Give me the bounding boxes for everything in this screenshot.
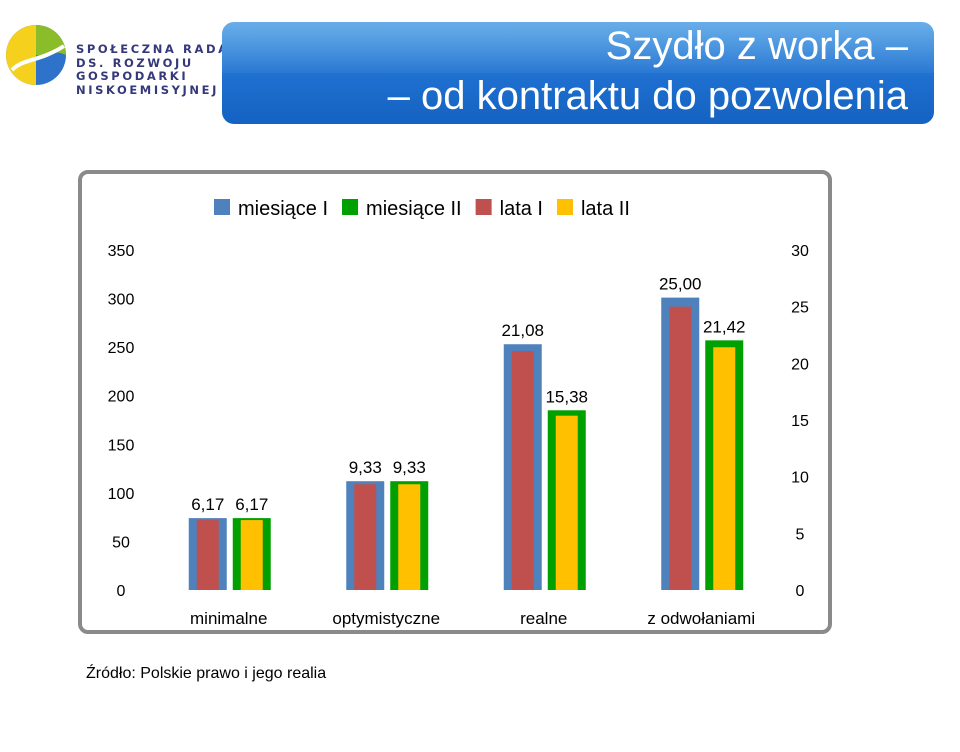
legend-swatch bbox=[475, 199, 492, 215]
right-axis-tick-label: 20 bbox=[791, 356, 809, 373]
logo: SPOŁECZNA RADA DS. ROZWOJU GOSPODARKI NI… bbox=[4, 18, 227, 98]
left-axis-tick-label: 250 bbox=[108, 340, 135, 357]
bar-lata-i bbox=[354, 484, 377, 590]
right-axis-tick-label: 5 bbox=[796, 526, 805, 543]
right-axis-tick-label: 0 bbox=[796, 583, 805, 600]
left-axis-tick-label: 350 bbox=[108, 243, 135, 260]
left-axis-tick-label: 300 bbox=[108, 292, 135, 309]
legend-label: lata I bbox=[500, 198, 543, 220]
data-label: 6,17 bbox=[191, 495, 224, 514]
logo-line: NISKOEMISYJNEJ bbox=[76, 82, 219, 97]
legend-swatch bbox=[556, 199, 573, 215]
data-label: 21,08 bbox=[501, 321, 544, 340]
right-axis-tick-label: 15 bbox=[791, 413, 809, 430]
right-axis-tick-label: 10 bbox=[791, 470, 809, 487]
legend-label: miesiące II bbox=[366, 198, 462, 220]
legend-label: lata II bbox=[581, 198, 630, 220]
logo-text: SPOŁECZNA RADA DS. ROZWOJU GOSPODARKI NI… bbox=[76, 42, 230, 97]
data-label: 25,00 bbox=[659, 275, 702, 294]
bar-lata-ii bbox=[713, 347, 736, 590]
data-label: 6,17 bbox=[235, 495, 268, 514]
data-label: 21,42 bbox=[703, 317, 746, 336]
data-label: 9,33 bbox=[349, 458, 382, 477]
bar-lata-i bbox=[669, 306, 692, 590]
source-note: Źródło: Polskie prawo i jego realia bbox=[86, 665, 327, 682]
logo-line: DS. ROZWOJU bbox=[76, 55, 194, 70]
title-banner: Szydło z worka – – od kontraktu do pozwo… bbox=[222, 22, 934, 124]
slide-title-line-1: Szydło z worka – bbox=[605, 24, 908, 68]
slide-title-line-2: – od kontraktu do pozwolenia bbox=[387, 74, 908, 118]
category-label: optymistyczne bbox=[332, 609, 440, 628]
bar-lata-ii bbox=[240, 520, 263, 590]
data-label: 15,38 bbox=[545, 387, 588, 406]
logo-line: SPOŁECZNA RADA bbox=[76, 42, 230, 56]
bar-lata-ii bbox=[555, 415, 578, 590]
bar-lata-ii bbox=[398, 484, 421, 590]
left-axis-tick-label: 100 bbox=[108, 486, 135, 503]
logo-line: GOSPODARKI bbox=[76, 69, 189, 83]
bar-lata-i bbox=[196, 520, 219, 590]
legend-swatch bbox=[342, 199, 359, 215]
category-label: z odwołaniami bbox=[647, 609, 755, 628]
left-axis-tick-label: 150 bbox=[108, 437, 135, 454]
right-axis-tick-label: 30 bbox=[791, 243, 809, 260]
right-axis-tick-label: 25 bbox=[791, 300, 809, 317]
left-axis-tick-label: 200 bbox=[108, 389, 135, 406]
legend-label: miesiące I bbox=[238, 198, 328, 220]
category-label: realne bbox=[520, 609, 567, 628]
left-axis-tick-label: 0 bbox=[117, 583, 126, 600]
logo-emblem-icon bbox=[6, 25, 66, 85]
bar-lata-i bbox=[511, 351, 534, 590]
legend-swatch bbox=[214, 199, 230, 215]
left-axis-tick-label: 50 bbox=[112, 534, 130, 551]
data-label: 9,33 bbox=[393, 458, 426, 477]
category-label: minimalne bbox=[190, 609, 267, 628]
